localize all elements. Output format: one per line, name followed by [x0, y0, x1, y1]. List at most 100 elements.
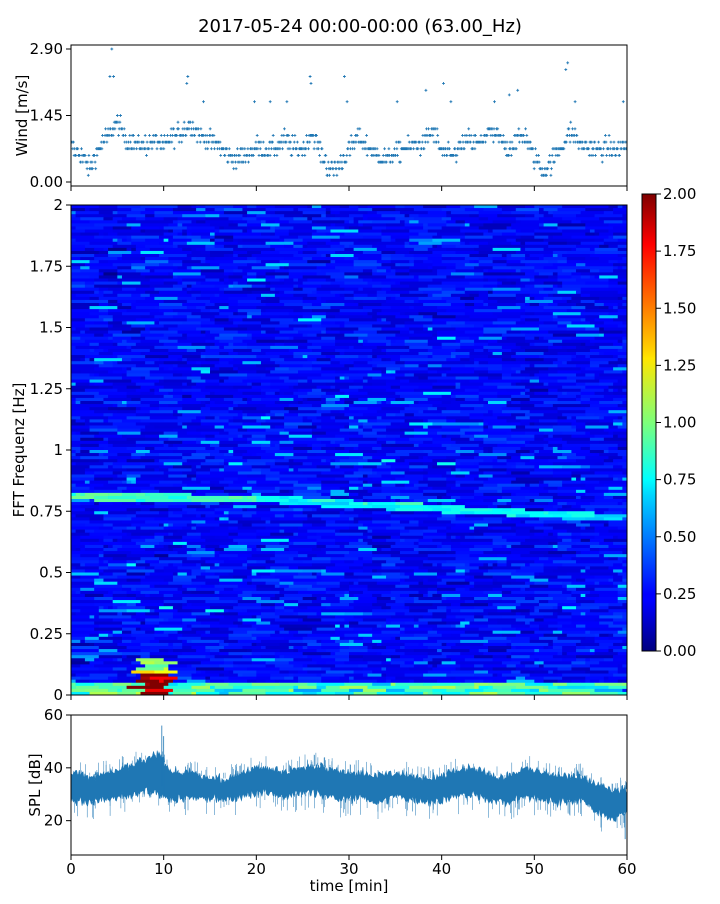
spectrogram-cell — [349, 205, 359, 208]
spectrogram-cell — [266, 220, 276, 223]
spectrogram-cell — [159, 254, 187, 257]
spectrogram-cell — [261, 539, 289, 542]
spectrogram-cell — [201, 545, 206, 548]
spectrogram-cell — [242, 395, 252, 398]
spectrogram-cell — [446, 370, 474, 373]
spectrogram-cell — [312, 419, 322, 422]
spectrogram-cell — [94, 361, 104, 364]
spectrogram-cell — [469, 622, 497, 625]
spectrogram-cell — [479, 465, 493, 468]
spectrogram-cell — [516, 505, 530, 508]
spectrogram-cell — [154, 487, 182, 490]
spectrogram-cell — [525, 502, 548, 505]
spectrogram-cell — [400, 211, 428, 214]
spectrogram-cell — [590, 591, 618, 594]
spectrogram-cell — [270, 233, 275, 236]
spectrogram-cell — [502, 591, 512, 594]
spectrogram-cell — [497, 579, 516, 582]
spectrogram-cell — [94, 373, 99, 376]
spectrogram-cell — [150, 279, 164, 282]
spectrogram-cell — [280, 444, 294, 447]
spectrogram-cell — [99, 364, 113, 367]
spectrogram-cell — [85, 569, 104, 572]
spectrogram-cell — [71, 462, 76, 465]
spectrogram-cell — [520, 566, 543, 569]
spectrogram-cell — [321, 527, 349, 530]
spectrogram-cell — [191, 573, 201, 576]
spectrogram-cell — [178, 275, 206, 278]
spectrogram-cell — [386, 622, 391, 625]
spectrogram-cell — [71, 297, 90, 300]
spectrogram-cell — [71, 392, 99, 395]
spectrogram-cell — [293, 484, 321, 487]
spectrogram-cell — [363, 217, 368, 220]
spectrogram-cell — [233, 502, 252, 505]
spectrogram-cell — [576, 496, 581, 499]
spectrogram-cell — [428, 569, 456, 572]
spectrogram-cell — [270, 517, 280, 520]
spectrogram-cell — [76, 226, 104, 229]
spectrogram-cell — [71, 413, 76, 416]
spectrogram-cell — [497, 205, 525, 208]
spectrogram-cell — [284, 205, 307, 208]
spectrogram-cell — [219, 505, 233, 508]
spectrogram-cell — [493, 548, 512, 551]
spectrogram-cell — [141, 622, 146, 625]
spectrogram-cell — [363, 569, 373, 572]
spectrogram-cell — [391, 422, 410, 425]
spectrogram-cell — [150, 349, 169, 352]
spectrogram-cell — [71, 422, 85, 425]
spectrogram-cell — [363, 435, 386, 438]
spectrogram-cell — [275, 294, 294, 297]
spectrogram-cell — [576, 398, 581, 401]
spectrogram-cell — [127, 527, 137, 530]
spectrogram-cell — [247, 312, 261, 315]
spectrogram-cell — [85, 493, 108, 496]
spectrogram-cell — [395, 263, 400, 266]
spectrogram-cell — [349, 493, 359, 496]
spectrogram-cell — [428, 343, 442, 346]
spectrogram-cell — [266, 242, 294, 245]
spectrogram-cell — [247, 223, 261, 226]
spectrogram-cell — [502, 487, 521, 490]
spectrogram-cell — [423, 426, 428, 429]
spectrogram-cell — [493, 291, 521, 294]
spectrogram-cell — [358, 398, 368, 401]
spectrogram-cell — [442, 435, 447, 438]
spectrogram-cell — [432, 269, 437, 272]
spectrogram-cell — [553, 612, 558, 615]
spectrogram-cell — [548, 340, 562, 343]
spectrogram-cell — [511, 349, 525, 352]
spectrogram-cell — [363, 321, 391, 324]
spectrogram-cell — [409, 447, 432, 450]
spectrogram-cell — [414, 260, 424, 263]
spectrogram-cell — [456, 340, 461, 343]
spectrogram-cell — [252, 573, 257, 576]
spectrogram-cell — [428, 294, 433, 297]
spectrogram-cell — [94, 395, 108, 398]
spectrogram-cell — [321, 484, 344, 487]
spectrogram-cell — [502, 628, 516, 631]
spectrogram-cell — [247, 582, 252, 585]
spectrogram-cell — [284, 422, 312, 425]
spectrogram-cell — [122, 502, 136, 505]
spectrogram-cell — [354, 300, 364, 303]
spectrogram-cell — [391, 499, 396, 502]
spectrogram-cell — [469, 383, 483, 386]
spectrogram-cell — [122, 285, 150, 288]
spectrogram-cell — [261, 471, 280, 474]
spectrogram-cell — [187, 318, 210, 321]
spectrogram-cell — [613, 585, 618, 588]
spectrogram-cell — [219, 582, 247, 585]
spectrogram-cell — [99, 346, 127, 349]
spectrogram-cell — [409, 239, 432, 242]
spectrogram-cell — [76, 239, 90, 242]
spectrogram-cell — [488, 478, 516, 481]
spectrogram-cell — [94, 530, 122, 533]
spectrogram-cell — [608, 285, 627, 288]
spectrogram-cell — [599, 542, 613, 545]
spectrogram-cell — [344, 233, 358, 236]
spectrogram-cell — [187, 505, 206, 508]
spectrogram-cell — [608, 410, 627, 413]
spectrogram-cell — [256, 588, 284, 591]
